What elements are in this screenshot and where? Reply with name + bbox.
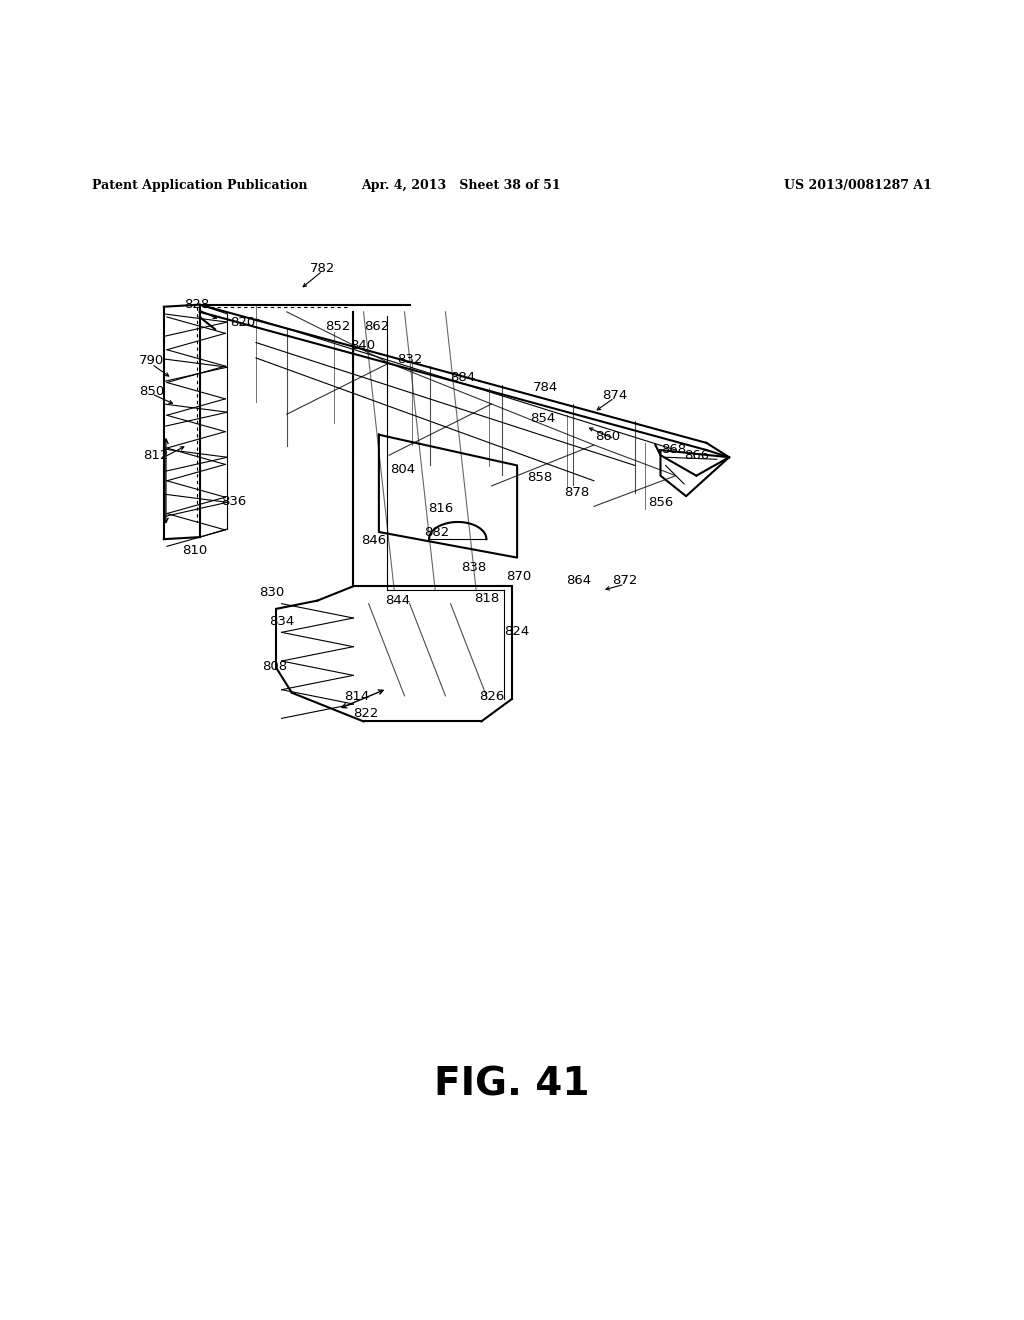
Text: 828: 828 bbox=[184, 298, 209, 312]
Text: 824: 824 bbox=[505, 624, 529, 638]
Text: 870: 870 bbox=[507, 569, 531, 582]
Text: Patent Application Publication: Patent Application Publication bbox=[92, 180, 307, 193]
Text: 864: 864 bbox=[566, 574, 591, 586]
Text: 816: 816 bbox=[428, 502, 453, 515]
Text: 868: 868 bbox=[662, 442, 686, 455]
Text: 822: 822 bbox=[353, 706, 378, 719]
Text: 834: 834 bbox=[269, 615, 294, 627]
Text: 784: 784 bbox=[534, 381, 558, 395]
Text: 808: 808 bbox=[262, 660, 287, 673]
Text: 850: 850 bbox=[139, 385, 164, 399]
Text: 810: 810 bbox=[182, 544, 207, 557]
Text: 812: 812 bbox=[143, 449, 168, 462]
Text: 882: 882 bbox=[425, 525, 450, 539]
Text: 840: 840 bbox=[350, 339, 375, 352]
Text: Apr. 4, 2013   Sheet 38 of 51: Apr. 4, 2013 Sheet 38 of 51 bbox=[361, 180, 560, 193]
Text: 866: 866 bbox=[684, 449, 709, 462]
Text: 874: 874 bbox=[602, 389, 627, 403]
Text: 884: 884 bbox=[451, 371, 475, 384]
Text: US 2013/0081287 A1: US 2013/0081287 A1 bbox=[784, 180, 932, 193]
Text: 862: 862 bbox=[365, 319, 389, 333]
Text: 856: 856 bbox=[648, 496, 673, 508]
Text: 878: 878 bbox=[564, 486, 589, 499]
Text: 836: 836 bbox=[221, 495, 246, 508]
Text: 782: 782 bbox=[310, 263, 335, 276]
Text: 830: 830 bbox=[259, 586, 284, 599]
Text: 844: 844 bbox=[385, 594, 410, 607]
Text: 858: 858 bbox=[527, 471, 552, 484]
Text: 814: 814 bbox=[344, 690, 369, 704]
Text: 852: 852 bbox=[326, 319, 350, 333]
Text: 832: 832 bbox=[397, 354, 422, 367]
Text: 846: 846 bbox=[361, 533, 386, 546]
Text: 818: 818 bbox=[474, 593, 499, 605]
Text: 838: 838 bbox=[462, 561, 486, 574]
Text: 860: 860 bbox=[595, 430, 620, 444]
Text: 820: 820 bbox=[230, 315, 255, 329]
Text: 872: 872 bbox=[612, 574, 637, 586]
Text: FIG. 41: FIG. 41 bbox=[434, 1067, 590, 1104]
Text: 854: 854 bbox=[530, 412, 555, 425]
Text: 804: 804 bbox=[390, 463, 415, 477]
Text: 790: 790 bbox=[139, 355, 164, 367]
Text: 826: 826 bbox=[479, 690, 504, 704]
